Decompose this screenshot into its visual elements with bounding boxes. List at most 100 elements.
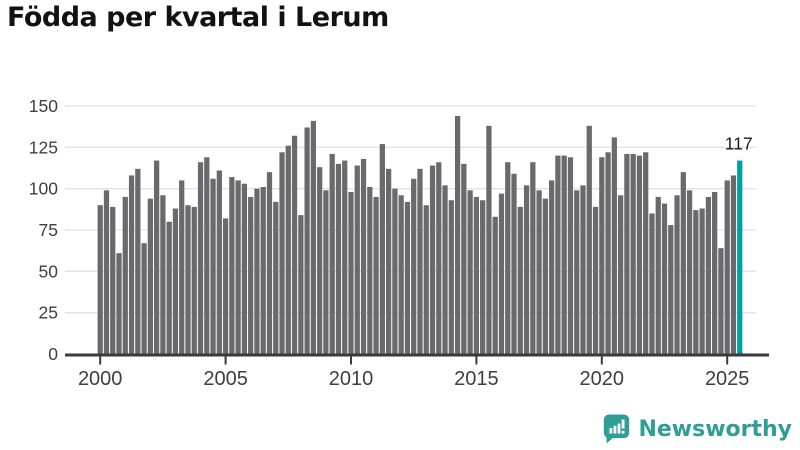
x-tick-2025	[726, 356, 729, 365]
bar-2024-q2	[705, 196, 712, 354]
bar-2012-q4	[417, 168, 423, 354]
bar-2003-q3	[185, 205, 191, 354]
bar-2016-q3	[511, 173, 517, 354]
bar-2025-q1	[724, 180, 730, 354]
highlight-value-label: 117	[725, 134, 753, 154]
bar-2008-q1	[298, 215, 304, 354]
bar-2013-q4	[442, 185, 448, 354]
x-tick-label-2025: 2025	[705, 368, 750, 390]
bar-2022-q3	[661, 203, 668, 354]
bar-2004-q4	[216, 170, 222, 354]
bar-2010-q1	[348, 191, 354, 354]
bar-2008-q4	[317, 167, 323, 354]
x-tick-2005	[224, 356, 227, 365]
bar-2010-q2	[354, 165, 360, 354]
bar-2016-q2	[505, 162, 511, 354]
y-tick-label-125: 125	[29, 137, 58, 157]
bar-2016-q1	[498, 193, 505, 354]
y-tick-label-100: 100	[29, 179, 58, 199]
bar-2022-q4	[668, 225, 674, 354]
bar-2006-q4	[266, 172, 273, 354]
bar-2013-q3	[436, 162, 442, 354]
bar-2023-q1	[674, 195, 680, 354]
bar-2004-q3	[210, 178, 216, 354]
bar-2004-q1	[197, 162, 204, 354]
newsworthy-logo-icon	[604, 414, 630, 444]
bar-2019-q4	[592, 206, 599, 354]
x-tick-label-2000: 2000	[78, 368, 123, 390]
bar-2000-q1	[97, 205, 103, 354]
y-tick-label-75: 75	[39, 220, 58, 240]
bar-2019-q2	[580, 185, 586, 354]
bar-2012-q2	[404, 201, 411, 354]
x-tick-2010	[350, 356, 352, 365]
bar-2006-q2	[254, 188, 260, 354]
x-tick-label-2010: 2010	[329, 368, 374, 390]
x-tick-2015	[475, 356, 478, 365]
bar-2007-q3	[285, 145, 291, 354]
bar-2023-q3	[686, 190, 693, 354]
bar-2020-q1	[599, 157, 605, 354]
bar-2020-q3	[611, 137, 617, 354]
bar-2022-q2	[655, 196, 661, 354]
bar-2025-q2	[730, 175, 737, 354]
bar-2018-q1	[549, 180, 555, 354]
bar-2014-q2	[454, 115, 461, 354]
bar-2009-q1	[323, 190, 329, 354]
bar-2017-q2	[530, 162, 536, 354]
x-tick-2000	[99, 356, 102, 365]
bar-2019-q3	[586, 125, 592, 354]
x-axis-line	[65, 353, 769, 357]
bar-2023-q2	[680, 172, 686, 354]
bar-2017-q4	[542, 198, 548, 354]
bar-2010-q4	[367, 187, 373, 354]
bar-2008-q3	[310, 120, 317, 354]
bar-2001-q1	[122, 196, 128, 354]
bar-2007-q2	[279, 152, 285, 354]
bar-2011-q3	[385, 168, 392, 354]
bar-2022-q1	[649, 213, 655, 354]
bar-2000-q3	[110, 206, 116, 354]
bar-2017-q3	[536, 190, 542, 354]
bar-2008-q2	[304, 127, 310, 354]
bar-2024-q1	[699, 208, 705, 354]
bar-2005-q1	[222, 218, 229, 354]
bar-2011-q2	[379, 144, 385, 354]
bar-2012-q3	[411, 178, 417, 354]
bar-2014-q4	[467, 190, 473, 354]
x-tick-label-2020: 2020	[580, 368, 625, 390]
bar-2005-q3	[235, 180, 241, 354]
bar-2001-q3	[135, 168, 141, 354]
brand-footer: Newsworthy	[602, 413, 792, 445]
bar-2018-q2	[555, 155, 561, 354]
bar-2002-q2	[154, 160, 160, 354]
bar-2010-q3	[360, 158, 367, 354]
bar-2005-q4	[241, 183, 248, 354]
bar-2004-q2	[204, 157, 210, 354]
bar-2000-q2	[103, 190, 110, 354]
bar-2001-q4	[141, 243, 147, 354]
bar-2006-q1	[248, 196, 254, 354]
bar-2011-q4	[392, 188, 398, 354]
bar-2020-q2	[605, 152, 611, 354]
bar-2013-q2	[429, 165, 436, 354]
x-tick-label-2015: 2015	[454, 368, 499, 390]
bar-2014-q3	[461, 163, 467, 354]
x-tick-label-2005: 2005	[203, 368, 248, 390]
bar-2007-q1	[273, 201, 279, 354]
bar-2021-q2	[630, 153, 636, 354]
bar-2003-q2	[179, 180, 185, 354]
bar-2003-q4	[191, 206, 197, 354]
bar-2020-q4	[617, 195, 624, 354]
y-tick-label-50: 50	[39, 261, 59, 281]
bar-2021-q4	[643, 152, 649, 354]
bar-2015-q4	[492, 216, 498, 354]
bar-2021-q1	[624, 153, 630, 354]
bar-2015-q1	[473, 196, 480, 354]
bar-2003-q1	[172, 208, 179, 354]
bar-2006-q3	[260, 187, 266, 354]
bar-2024-q3	[712, 191, 718, 354]
bar-2012-q1	[398, 195, 404, 354]
